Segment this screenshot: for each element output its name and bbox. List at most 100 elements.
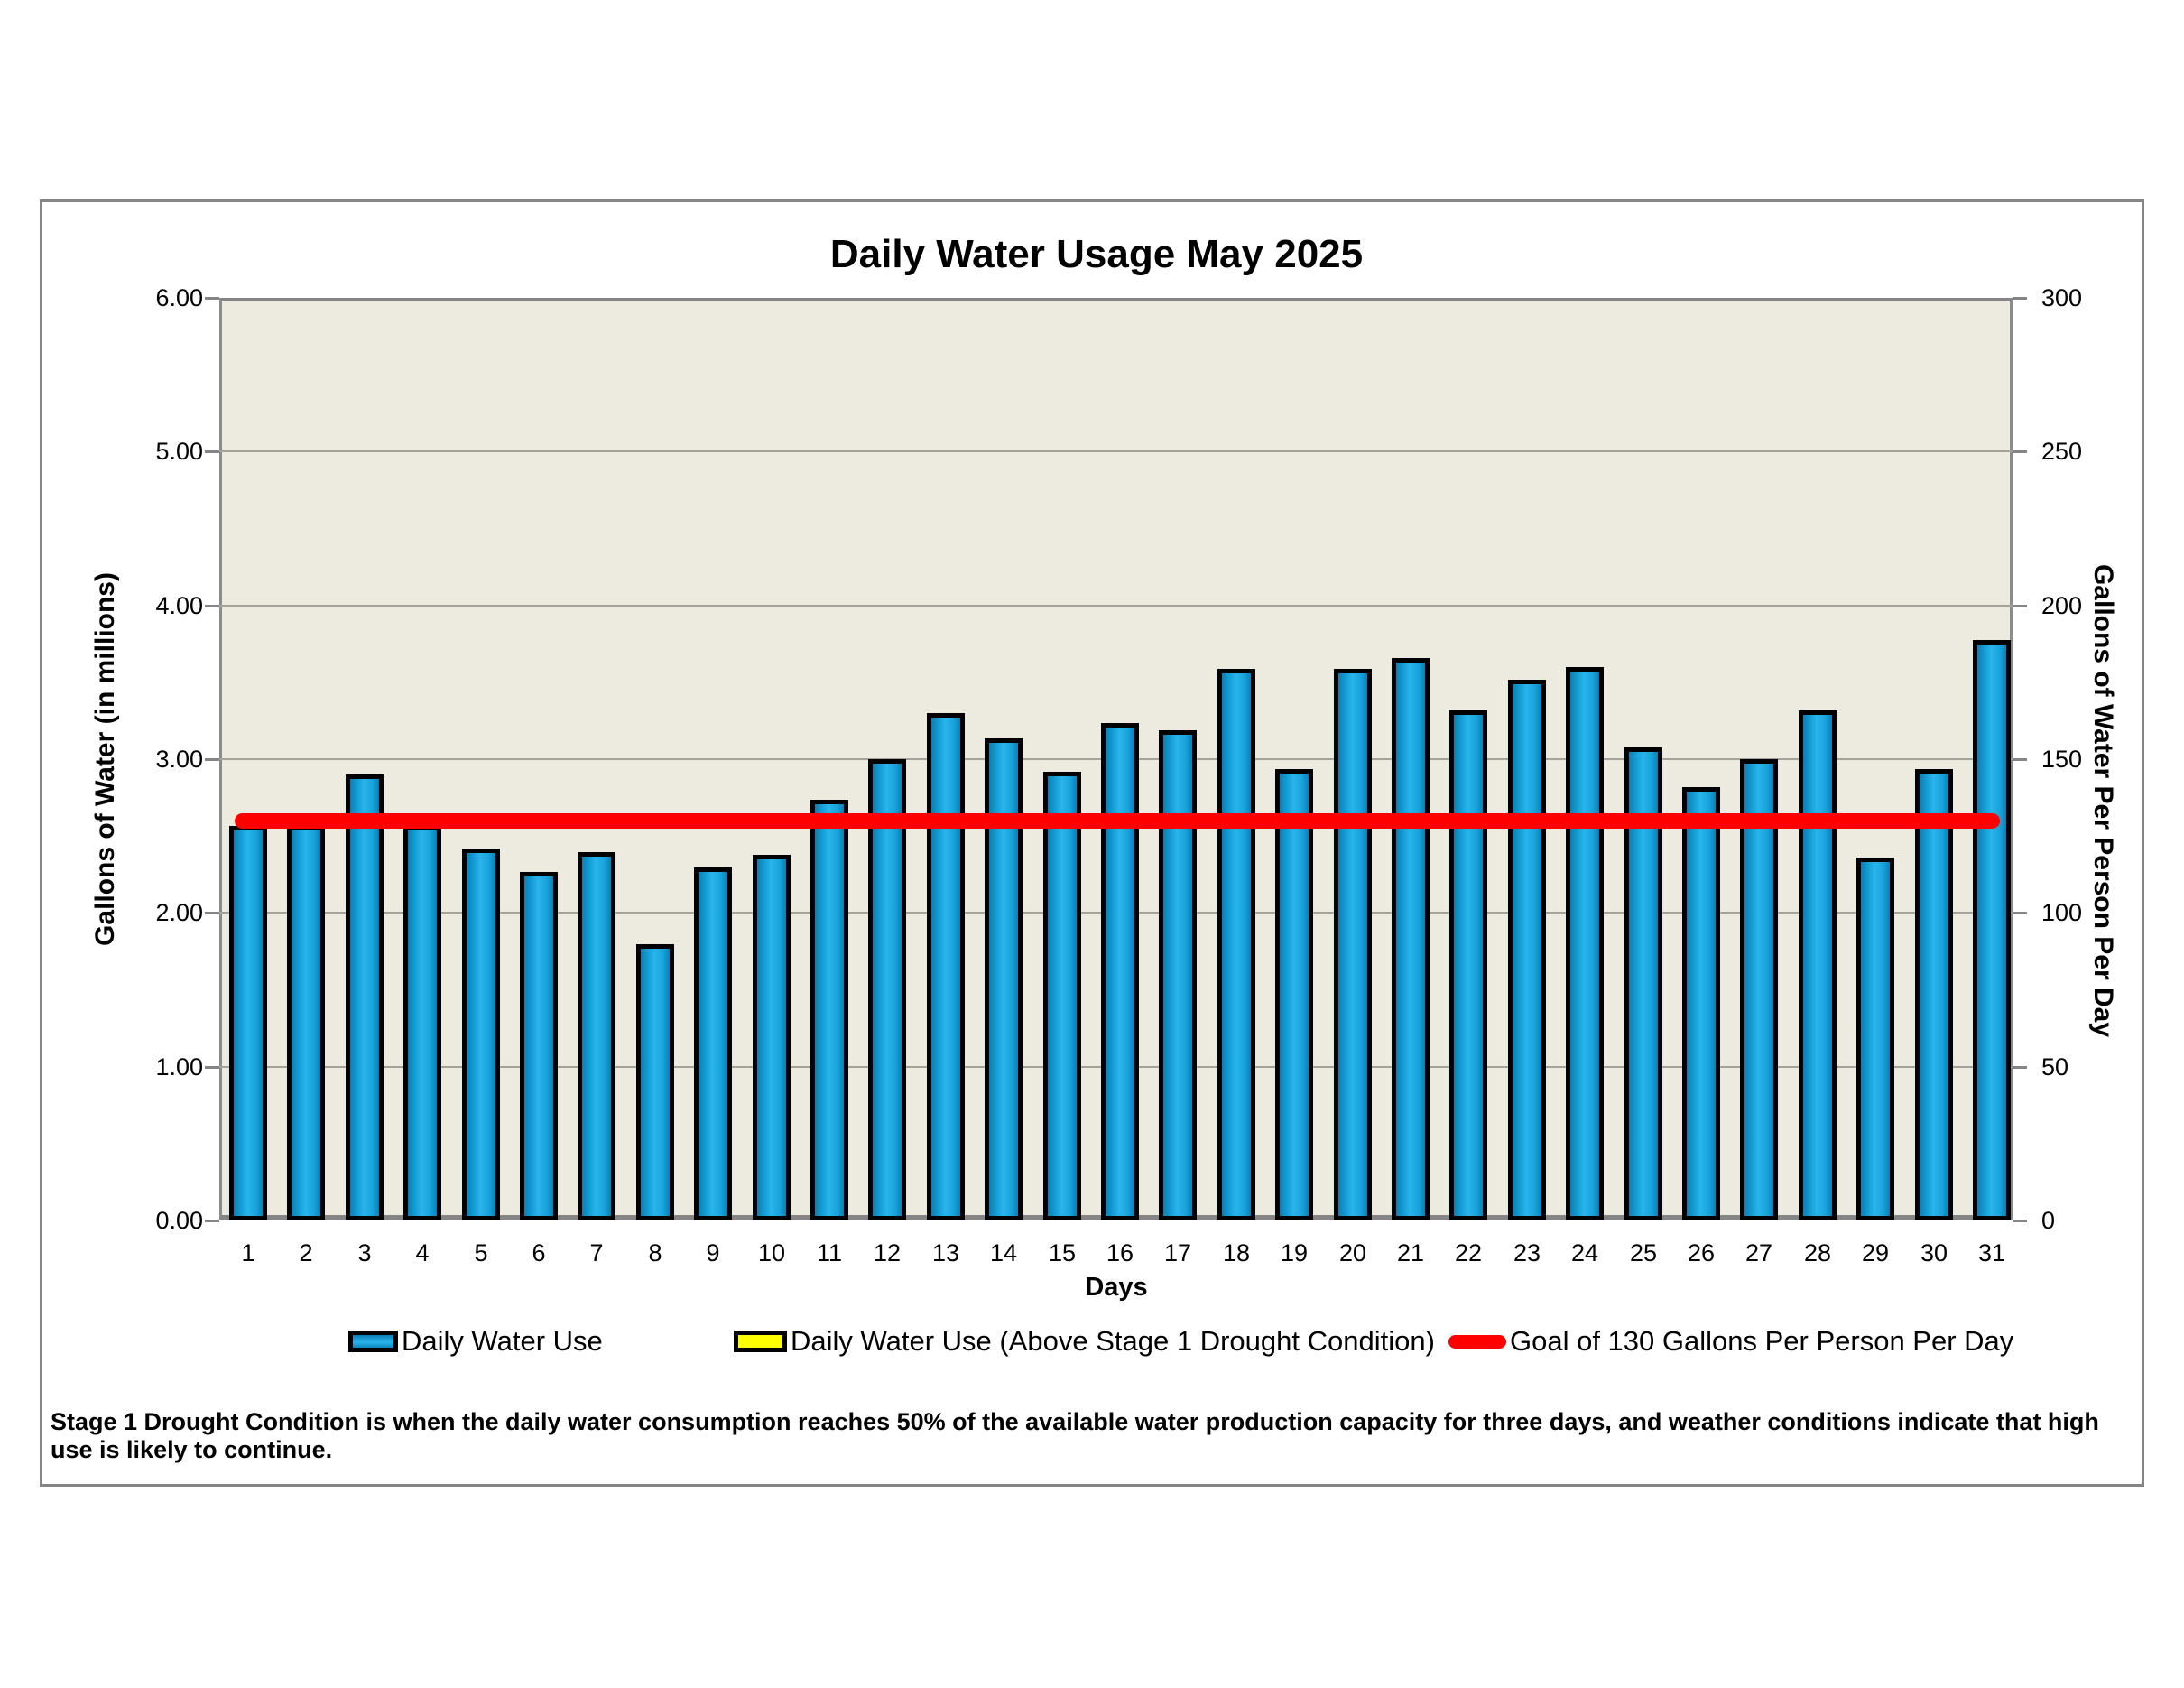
y-right-tickmark — [2013, 450, 2027, 453]
y-left-tickmark — [205, 1220, 219, 1222]
y-right-tickmark — [2013, 758, 2027, 761]
bar-day-20 — [1334, 669, 1372, 1220]
x-axis-tick-label: 4 — [415, 1239, 430, 1266]
y-left-tickmark — [205, 912, 219, 914]
x-axis-tick-label: 5 — [474, 1239, 488, 1266]
x-axis-tick-label: 25 — [1629, 1239, 1658, 1266]
x-axis-tick-label: 18 — [1222, 1239, 1251, 1266]
bar-day-13 — [927, 713, 965, 1220]
bar-day-17 — [1159, 730, 1197, 1220]
bar-day-9 — [694, 867, 732, 1220]
x-axis-tick-label: 10 — [757, 1239, 786, 1266]
bar-day-5 — [462, 849, 500, 1220]
y-right-tickmark — [2013, 1220, 2027, 1222]
legend-label: Goal of 130 Gallons Per Person Per Day — [1510, 1325, 2014, 1357]
y-left-tickmark — [205, 297, 219, 300]
x-axis-tick-label: 3 — [357, 1239, 372, 1266]
bar-day-11 — [810, 800, 848, 1220]
legend-label: Daily Water Use — [402, 1325, 603, 1357]
bar-day-15 — [1043, 772, 1081, 1220]
bar-day-23 — [1508, 680, 1546, 1220]
bar-day-10 — [753, 855, 791, 1220]
y-axis-right-tick-label: 250 — [2041, 438, 2083, 465]
y-axis-left-tick-label: 5.00 — [155, 438, 203, 465]
bar-day-21 — [1392, 658, 1430, 1220]
red-line-swatch-icon — [1448, 1334, 1506, 1349]
gridline — [219, 605, 2013, 607]
y-axis-left-tick-label: 0.00 — [155, 1207, 203, 1234]
x-axis-tick-label: 9 — [706, 1239, 720, 1266]
x-axis-tick-label: 28 — [1803, 1239, 1832, 1266]
x-axis-tick-label: 8 — [648, 1239, 662, 1266]
bar-day-26 — [1682, 787, 1720, 1220]
bar-day-27 — [1740, 759, 1778, 1220]
x-axis-tick-label: 11 — [816, 1239, 843, 1266]
x-axis-tick-label: 7 — [589, 1239, 604, 1266]
y-axis-right-tick-label: 300 — [2041, 284, 2083, 311]
blue-bar-swatch-icon — [348, 1331, 398, 1352]
bar-day-24 — [1566, 667, 1604, 1220]
y-axis-left-title: Gallons of Water (in millions) — [90, 572, 120, 946]
y-axis-right-tick-label: 150 — [2041, 746, 2083, 773]
x-axis-tick-label: 16 — [1106, 1239, 1134, 1266]
y-right-tickmark — [2013, 1066, 2027, 1069]
y-axis-left-tick-label: 6.00 — [155, 284, 203, 311]
bar-day-1 — [229, 826, 267, 1220]
y-left-tickmark — [205, 1066, 219, 1069]
y-axis-right-tick-label: 0 — [2041, 1207, 2056, 1234]
footer-note: Stage 1 Drought Condition is when the da… — [51, 1408, 2099, 1463]
bar-day-8 — [636, 944, 674, 1220]
bar-day-7 — [578, 852, 615, 1220]
y-right-tickmark — [2013, 297, 2027, 300]
bar-day-16 — [1101, 723, 1139, 1220]
x-axis-tick-label: 31 — [1977, 1239, 2006, 1266]
x-axis-tick-label: 24 — [1570, 1239, 1599, 1266]
x-axis-tick-label: 14 — [989, 1239, 1018, 1266]
x-axis-tick-label: 22 — [1454, 1239, 1483, 1266]
x-axis-tick-label: 6 — [532, 1239, 546, 1266]
legend-label: Daily Water Use (Above Stage 1 Drought C… — [791, 1325, 1435, 1357]
chart-title: Daily Water Usage May 2025 — [829, 232, 1364, 276]
x-axis-tick-label: 13 — [931, 1239, 960, 1266]
y-axis-left-tick-label: 4.00 — [155, 592, 203, 619]
bar-day-3 — [346, 774, 384, 1220]
x-axis-title: Days — [1085, 1273, 1148, 1302]
x-axis-tick-label: 19 — [1280, 1239, 1309, 1266]
x-axis-tick-label: 17 — [1163, 1239, 1192, 1266]
x-axis-tick-label: 20 — [1338, 1239, 1367, 1266]
yellow-bar-swatch-icon — [734, 1331, 787, 1352]
x-axis-tick-label: 27 — [1744, 1239, 1773, 1266]
x-axis-tick-label: 21 — [1396, 1239, 1425, 1266]
bar-day-4 — [403, 826, 441, 1220]
y-left-tickmark — [205, 450, 219, 453]
legend-item-goal: Goal of 130 Gallons Per Person Per Day — [1448, 1325, 2014, 1357]
goal-line — [235, 813, 2000, 829]
bar-day-30 — [1915, 769, 1953, 1220]
y-axis-left-tick-label: 2.00 — [155, 899, 203, 926]
bar-day-28 — [1799, 710, 1837, 1220]
y-axis-right-tick-label: 50 — [2041, 1053, 2069, 1081]
y-axis-left-tick-label: 1.00 — [155, 1053, 203, 1081]
x-axis-tick-label: 30 — [1920, 1239, 1948, 1266]
bar-day-29 — [1856, 858, 1894, 1220]
x-axis-tick-label: 23 — [1513, 1239, 1541, 1266]
x-axis-tick-label: 15 — [1048, 1239, 1077, 1266]
x-axis-tick-label: 2 — [299, 1239, 313, 1266]
bar-day-31 — [1973, 640, 2011, 1220]
x-axis-tick-label: 12 — [873, 1239, 902, 1266]
bar-day-18 — [1217, 669, 1255, 1220]
legend-item-above-stage1: Daily Water Use (Above Stage 1 Drought C… — [734, 1325, 1435, 1357]
y-axis-left-tick-label: 3.00 — [155, 746, 203, 773]
bar-day-22 — [1449, 710, 1487, 1220]
y-left-tickmark — [205, 605, 219, 607]
legend-item-daily-water-use: Daily Water Use — [348, 1325, 603, 1357]
bar-day-2 — [287, 826, 325, 1220]
x-axis-tick-label: 26 — [1687, 1239, 1716, 1266]
gridline — [219, 450, 2013, 452]
bar-day-14 — [985, 738, 1023, 1220]
bar-day-19 — [1275, 769, 1313, 1220]
x-axis-tick-label: 29 — [1861, 1239, 1890, 1266]
y-right-tickmark — [2013, 605, 2027, 607]
bar-day-12 — [868, 759, 906, 1220]
